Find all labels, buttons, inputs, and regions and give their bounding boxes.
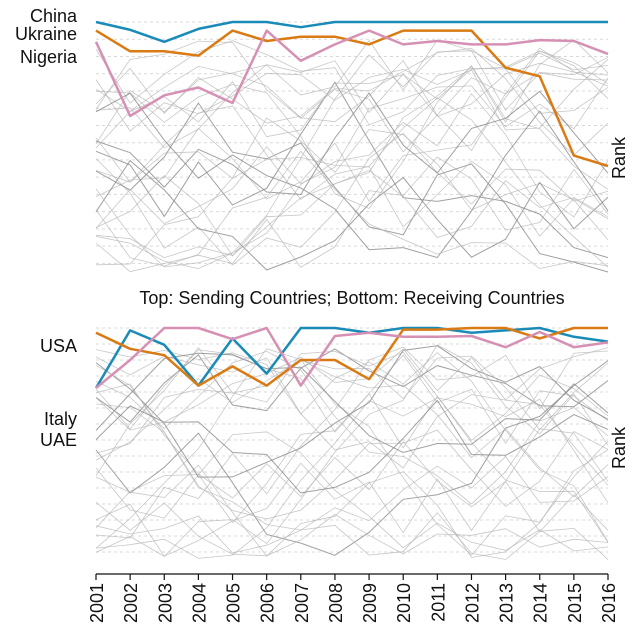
- series-line-usa: [95, 326, 608, 387]
- context-line: [95, 344, 609, 557]
- context-line: [95, 59, 609, 132]
- context-line: [95, 117, 609, 266]
- context-line: [95, 60, 609, 149]
- x-tick-label: 2009: [360, 583, 380, 623]
- context-line: [95, 156, 609, 273]
- context-line: [95, 97, 609, 268]
- context-line: [95, 456, 609, 554]
- bottom-panel-highlight-lines: [94, 326, 609, 389]
- context-line: [95, 77, 609, 229]
- context-line: [95, 90, 609, 196]
- series-line-ukraine: [95, 29, 609, 168]
- context-line: [95, 347, 609, 431]
- top-panel-highlight-lines: [94, 20, 609, 168]
- x-tick-label: 2012: [462, 583, 482, 623]
- x-tick-label: 2015: [565, 583, 585, 623]
- x-axis-ticks: 2001 2002 2003 2004 2005 2006 2007 2008 2009 2010…: [87, 574, 619, 623]
- context-line: [95, 132, 609, 266]
- bottom-panel-background-lines: [95, 344, 609, 560]
- context-line: [95, 50, 609, 149]
- label-nigeria: Nigeria: [20, 47, 78, 67]
- context-line: [95, 348, 609, 549]
- context-line: [95, 137, 609, 237]
- context-line: [95, 350, 609, 505]
- context-line: [95, 150, 609, 269]
- context-line: [95, 399, 609, 494]
- top-y-axis-title: Rank: [609, 136, 629, 179]
- context-line: [95, 364, 609, 520]
- context-line: [95, 355, 609, 486]
- context-line: [95, 345, 609, 478]
- x-tick-label: 2003: [155, 583, 175, 623]
- context-line: [95, 346, 609, 539]
- top-panel-background-lines: [95, 39, 609, 273]
- label-china: China: [30, 6, 78, 26]
- x-tick-label: 2006: [258, 583, 278, 623]
- label-italy: Italy: [44, 409, 77, 429]
- x-tick-label: 2010: [394, 583, 414, 623]
- x-tick-label: 2014: [531, 583, 551, 623]
- series-line-china: [95, 20, 608, 44]
- context-line: [95, 39, 609, 257]
- context-line: [95, 50, 609, 202]
- bottom-y-axis-title: Rank: [609, 426, 629, 469]
- context-line: [95, 169, 609, 259]
- x-tick-label: 2016: [599, 583, 619, 623]
- label-ukraine: Ukraine: [15, 24, 77, 44]
- x-tick-label: 2011: [428, 583, 448, 622]
- x-tick-label: 2013: [497, 583, 517, 623]
- series-line-uae: [94, 326, 609, 389]
- series-line-nigeria: [94, 29, 609, 118]
- x-tick-label: 2008: [326, 583, 346, 623]
- context-line: [95, 449, 609, 558]
- x-tick-label: 2007: [292, 583, 312, 623]
- series-line-italy: [95, 326, 609, 389]
- context-line: [95, 431, 609, 552]
- context-line: [95, 40, 609, 126]
- label-usa: USA: [40, 336, 77, 356]
- context-line: [95, 348, 609, 423]
- context-line: [95, 47, 609, 156]
- chart-subtitle: Top: Sending Countries; Bottom: Receivin…: [139, 288, 564, 308]
- context-line: [95, 354, 609, 529]
- context-line: [95, 39, 609, 145]
- x-tick-label: 2001: [87, 583, 107, 623]
- context-line: [95, 56, 609, 152]
- x-tick-label: 2002: [121, 583, 141, 623]
- x-tick-label: 2004: [189, 583, 209, 623]
- context-line: [95, 93, 609, 268]
- context-line: [95, 92, 609, 259]
- context-line: [95, 403, 609, 560]
- context-line: [95, 359, 609, 556]
- label-uae: UAE: [40, 430, 77, 450]
- context-line: [95, 383, 609, 533]
- context-line: [95, 428, 609, 557]
- x-tick-label: 2005: [224, 583, 244, 623]
- context-line: [95, 501, 609, 557]
- context-line: [95, 352, 609, 454]
